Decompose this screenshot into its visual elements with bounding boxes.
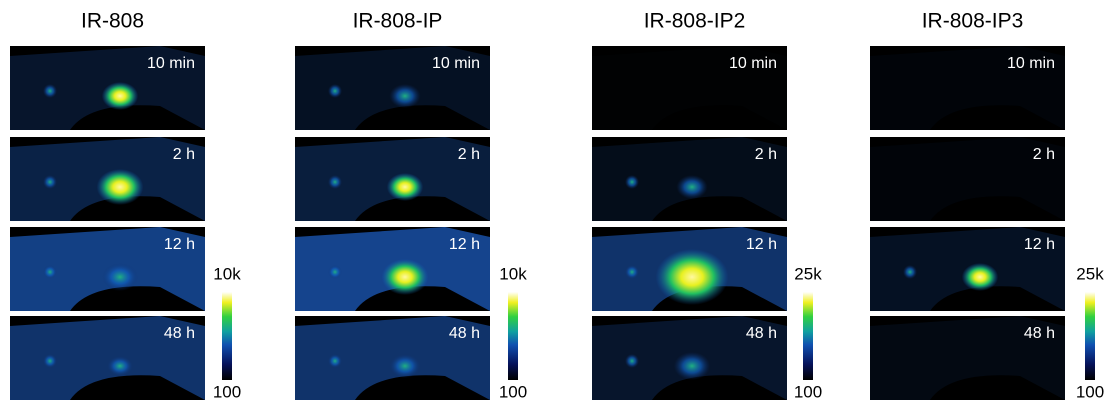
image-panel: 10 min: [10, 46, 205, 130]
fluorescence-spot: [625, 265, 639, 279]
tissue: [870, 316, 1065, 400]
column-title: IR-808: [81, 10, 144, 33]
fluorescence-spot: [673, 352, 711, 380]
fluorescence-spot: [903, 265, 917, 279]
time-label: 2 h: [173, 146, 195, 163]
tissue: [10, 316, 205, 400]
fluorescence-spot: [43, 354, 57, 368]
time-label: 10 min: [147, 55, 195, 72]
time-label: 10 min: [432, 55, 480, 72]
fluorescence-spot: [381, 259, 429, 295]
colorbar-min: 100: [794, 382, 822, 401]
image-panel: 12 h: [10, 227, 205, 311]
panel-background: [295, 46, 490, 130]
image-panel: 10 min: [870, 46, 1065, 130]
panel-background: [870, 137, 1065, 221]
colorbar-min: 100: [499, 382, 527, 401]
colorbar-max: 25k: [794, 264, 822, 283]
fluorescence-spot: [43, 175, 57, 189]
time-label: 48 h: [164, 325, 195, 342]
fluorescence-spot: [625, 175, 639, 189]
tissue: [870, 137, 1065, 221]
fluorescence-spot: [389, 84, 421, 108]
image-panel: 48 h: [295, 316, 490, 400]
time-label: 48 h: [746, 325, 777, 342]
time-label: 2 h: [755, 146, 777, 163]
fluorescence-spot: [676, 175, 708, 199]
fluorescence-spot: [328, 175, 342, 189]
colorbar: [508, 292, 518, 380]
fluorescence-spot: [328, 265, 342, 279]
colorbar: [803, 292, 813, 380]
image-panel: 2 h: [10, 137, 205, 221]
fluorescence-spot: [655, 249, 729, 305]
fluorescence-spot: [107, 356, 133, 376]
panel-background: [870, 46, 1065, 130]
colorbar: [1085, 292, 1095, 380]
image-panel: 2 h: [295, 137, 490, 221]
colorbar-min: 100: [1076, 382, 1104, 401]
fluorescence-spot: [43, 84, 57, 98]
time-label: 12 h: [1024, 236, 1055, 253]
fluorescence-spot: [101, 82, 139, 110]
colorbar: [222, 292, 232, 380]
image-panel: 10 min: [295, 46, 490, 130]
time-label: 12 h: [164, 236, 195, 253]
image-panel: 48 h: [10, 316, 205, 400]
column-title: IR-808-IP3: [922, 10, 1024, 33]
fluorescence-spot: [386, 173, 424, 201]
colorbar-max: 10k: [213, 264, 241, 283]
image-panel: 48 h: [870, 316, 1065, 400]
image-panel: 10 min: [592, 46, 787, 130]
time-label: 48 h: [1024, 325, 1055, 342]
time-label: 12 h: [449, 236, 480, 253]
tissue: [295, 46, 490, 130]
colorbar-max: 10k: [499, 264, 527, 283]
time-label: 12 h: [746, 236, 777, 253]
fluorescence-spot: [961, 263, 999, 291]
fluorescence-spot: [389, 354, 421, 378]
image-panel: 2 h: [592, 137, 787, 221]
column-title: IR-808-IP2: [644, 10, 746, 33]
tissue: [870, 46, 1065, 130]
time-label: 2 h: [1033, 146, 1055, 163]
image-panel: 48 h: [592, 316, 787, 400]
fluorescence-spot: [101, 263, 139, 291]
fluorescence-spot: [625, 354, 639, 368]
time-label: 2 h: [458, 146, 480, 163]
fluorescence-spot: [328, 354, 342, 368]
fluorescence-spot: [43, 265, 57, 279]
image-panel: 12 h: [592, 227, 787, 311]
colorbar-min: 100: [213, 382, 241, 401]
colorbar-max: 25k: [1076, 264, 1104, 283]
image-panel: 12 h: [870, 227, 1065, 311]
tissue: [295, 316, 490, 400]
time-label: 10 min: [1007, 55, 1055, 72]
image-panel: 12 h: [295, 227, 490, 311]
fluorescence-spot: [96, 169, 144, 205]
column-title: IR-808-IP: [353, 10, 443, 33]
image-panel: 2 h: [870, 137, 1065, 221]
panel-background: [870, 316, 1065, 400]
fluorescence-spot: [328, 84, 342, 98]
time-label: 10 min: [729, 55, 777, 72]
panel-background: [592, 46, 787, 130]
time-label: 48 h: [449, 325, 480, 342]
